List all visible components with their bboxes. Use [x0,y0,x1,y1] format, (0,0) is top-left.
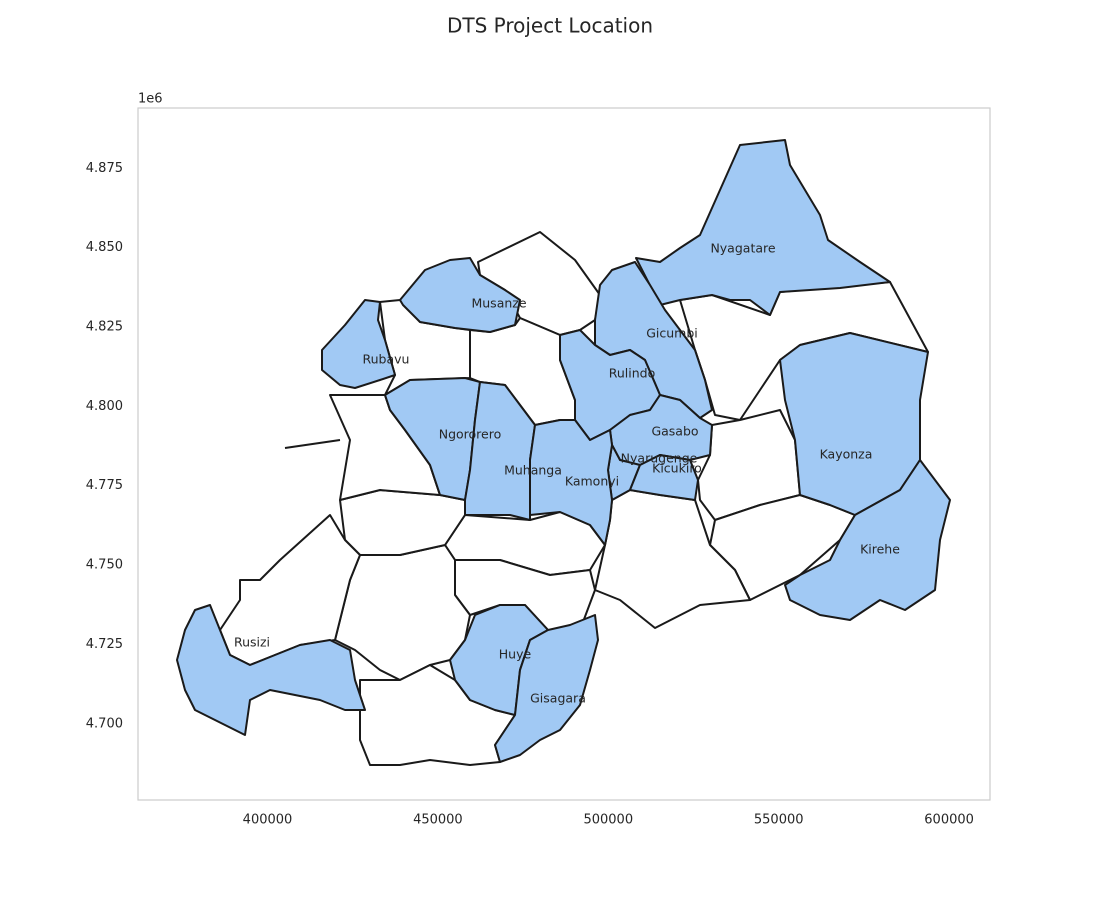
y-tick-label: 4.800 [86,399,123,414]
district [464,381,536,521]
district-label: Gisagara [530,691,586,706]
district-label: Rusizi [234,635,270,650]
y-tick-label: 4.750 [86,558,123,573]
district-label: Ngororero [439,427,502,442]
x-tick-label: 600000 [924,813,974,828]
y-tick-label: 4.725 [86,637,123,652]
district-label: Musanze [471,296,526,311]
y-tick-label: 4.825 [86,320,123,335]
district-label: Huye [499,647,532,662]
axes-frame [137,107,991,801]
y-tick-label: 4.875 [86,161,123,176]
district [321,299,396,389]
district [635,139,891,316]
y-offset-label: 1e6 [138,92,163,107]
chart-title: DTS Project Location [447,14,653,38]
district [494,614,599,763]
district-label: Muhanga [504,463,562,478]
district [629,454,699,501]
district-label: Kirehe [860,542,900,557]
district-label: Kayonza [820,447,873,462]
district [176,604,366,736]
district-label: Nyagatare [710,241,775,256]
district-label: Gicumbi [646,326,698,341]
district-labels: Nyagatare Musanze Gicumbi Rubavu Rulindo Gasa… [234,241,900,706]
y-tick-label: 4.700 [86,716,123,731]
district-label: Nyarugenge [621,451,698,466]
labeled-districts [176,139,951,763]
district-label: Gasabo [651,424,698,439]
district-label: Rulindo [609,366,656,381]
x-tick-label: 450000 [413,813,463,828]
lake-shore [284,439,341,449]
x-tick-label: 400000 [243,813,293,828]
district-label: Rubavu [363,352,410,367]
district [399,257,521,333]
x-tick-label: 500000 [583,813,633,828]
district [529,419,613,546]
y-tick-label: 4.850 [86,240,123,255]
x-tick-label: 550000 [754,813,804,828]
unlabeled-districts [219,231,929,766]
district-label: Kicukiro [652,461,702,476]
district [784,459,951,621]
y-tick-label: 4.775 [86,478,123,493]
district-label: Kamonyi [565,474,619,489]
